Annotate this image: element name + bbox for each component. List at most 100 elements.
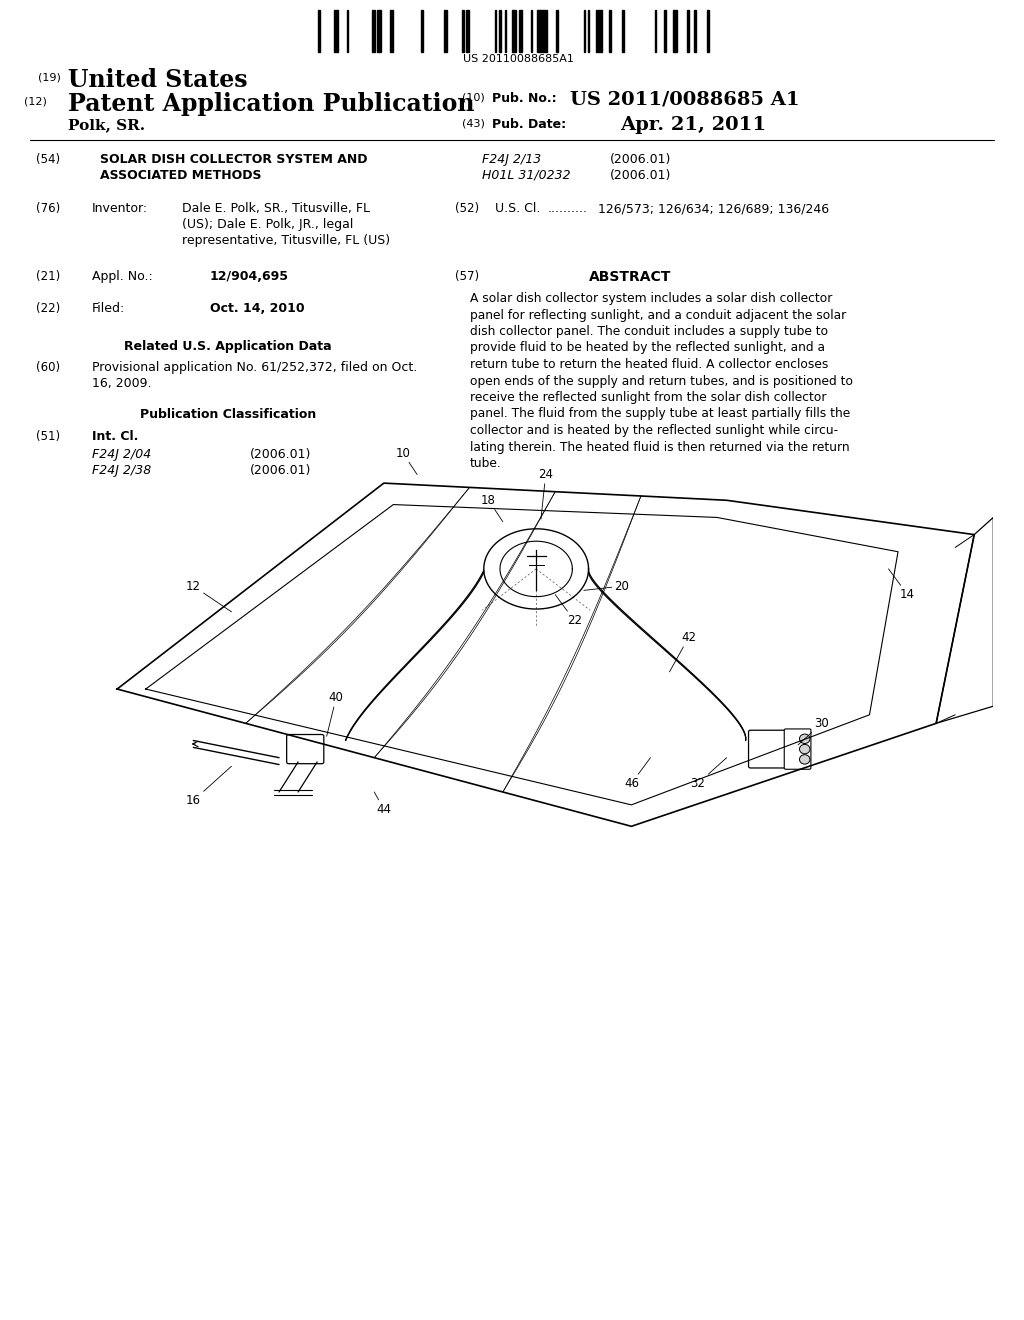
Text: Publication Classification: Publication Classification: [140, 408, 316, 421]
Text: H01L 31/0232: H01L 31/0232: [482, 169, 570, 182]
Text: 24: 24: [539, 469, 553, 519]
Bar: [462, 11, 464, 51]
Text: (US); Dale E. Polk, JR., legal: (US); Dale E. Polk, JR., legal: [182, 218, 353, 231]
Bar: [654, 11, 655, 51]
Bar: [377, 11, 381, 51]
Bar: [708, 11, 709, 51]
Bar: [334, 11, 338, 51]
Text: Pub. No.:: Pub. No.:: [492, 92, 557, 106]
Text: 22: 22: [555, 594, 582, 627]
Bar: [531, 11, 532, 51]
Text: 12: 12: [185, 579, 231, 611]
Text: Oct. 14, 2010: Oct. 14, 2010: [210, 302, 304, 315]
Text: dish collector panel. The conduit includes a supply tube to: dish collector panel. The conduit includ…: [470, 325, 828, 338]
FancyBboxPatch shape: [287, 734, 324, 764]
Bar: [505, 11, 507, 51]
Text: tube.: tube.: [470, 457, 502, 470]
Text: 46: 46: [624, 758, 650, 789]
Text: US 2011/0088685 A1: US 2011/0088685 A1: [570, 90, 800, 108]
Text: 10: 10: [395, 446, 417, 474]
Text: Inventor:: Inventor:: [92, 202, 148, 215]
Text: Polk, SR.: Polk, SR.: [68, 117, 145, 132]
Circle shape: [800, 744, 810, 754]
Bar: [512, 11, 516, 51]
Text: ASSOCIATED METHODS: ASSOCIATED METHODS: [100, 169, 261, 182]
Text: 16, 2009.: 16, 2009.: [92, 378, 152, 389]
Text: 44: 44: [375, 792, 391, 816]
Bar: [623, 11, 624, 51]
Text: provide fluid to be heated by the reflected sunlight, and a: provide fluid to be heated by the reflec…: [470, 342, 825, 355]
Bar: [609, 11, 611, 51]
Bar: [584, 11, 586, 51]
Text: (2006.01): (2006.01): [250, 465, 311, 477]
Text: (52): (52): [455, 202, 479, 215]
Text: SOLAR DISH COLLECTOR SYSTEM AND: SOLAR DISH COLLECTOR SYSTEM AND: [100, 153, 368, 166]
Text: ABSTRACT: ABSTRACT: [589, 271, 671, 284]
Bar: [556, 11, 558, 51]
Text: Filed:: Filed:: [92, 302, 125, 315]
Text: (22): (22): [36, 302, 60, 315]
Text: US 20110088685A1: US 20110088685A1: [463, 54, 573, 63]
Text: (19): (19): [38, 73, 60, 82]
Bar: [519, 11, 522, 51]
Text: ..........: ..........: [548, 202, 588, 215]
Text: Apr. 21, 2011: Apr. 21, 2011: [620, 116, 766, 135]
Text: 42: 42: [670, 631, 696, 672]
Text: A solar dish collector system includes a solar dish collector: A solar dish collector system includes a…: [470, 292, 833, 305]
Bar: [466, 11, 469, 51]
Text: 18: 18: [481, 494, 503, 521]
Text: F24J 2/13: F24J 2/13: [482, 153, 542, 166]
Text: lating therein. The heated fluid is then returned via the return: lating therein. The heated fluid is then…: [470, 441, 850, 454]
Text: collector and is heated by the reflected sunlight while circu-: collector and is heated by the reflected…: [470, 424, 838, 437]
Bar: [673, 11, 677, 51]
Text: (21): (21): [36, 271, 60, 282]
Text: (57): (57): [455, 271, 479, 282]
Text: (10): (10): [462, 92, 484, 102]
Text: Appl. No.:: Appl. No.:: [92, 271, 153, 282]
Bar: [687, 11, 689, 51]
Bar: [538, 11, 547, 51]
Bar: [390, 11, 393, 51]
Circle shape: [800, 755, 810, 764]
Text: (76): (76): [36, 202, 60, 215]
Text: 16: 16: [185, 766, 231, 807]
Text: (2006.01): (2006.01): [610, 169, 672, 182]
Text: Patent Application Publication: Patent Application Publication: [68, 92, 474, 116]
Text: receive the reflected sunlight from the solar dish collector: receive the reflected sunlight from the …: [470, 391, 826, 404]
Text: Dale E. Polk, SR., Titusville, FL: Dale E. Polk, SR., Titusville, FL: [182, 202, 370, 215]
FancyBboxPatch shape: [749, 730, 791, 768]
FancyBboxPatch shape: [784, 729, 811, 770]
Text: Provisional application No. 61/252,372, filed on Oct.: Provisional application No. 61/252,372, …: [92, 360, 417, 374]
Bar: [665, 11, 666, 51]
Bar: [495, 11, 496, 51]
Bar: [422, 11, 423, 51]
Text: 32: 32: [690, 758, 727, 789]
Bar: [318, 11, 321, 51]
Text: open ends of the supply and return tubes, and is positioned to: open ends of the supply and return tubes…: [470, 375, 853, 388]
Text: 40: 40: [327, 692, 344, 737]
Text: 126/573; 126/634; 126/689; 136/246: 126/573; 126/634; 126/689; 136/246: [598, 202, 829, 215]
Bar: [588, 11, 590, 51]
Bar: [499, 11, 501, 51]
Text: (43): (43): [462, 117, 485, 128]
Text: (12): (12): [24, 96, 47, 106]
Text: (54): (54): [36, 153, 60, 166]
Text: Pub. Date:: Pub. Date:: [492, 117, 566, 131]
Text: representative, Titusville, FL (US): representative, Titusville, FL (US): [182, 234, 390, 247]
Text: (51): (51): [36, 430, 60, 444]
Text: (2006.01): (2006.01): [250, 447, 311, 461]
Text: F24J 2/38: F24J 2/38: [92, 465, 152, 477]
Text: 30: 30: [798, 717, 829, 744]
Circle shape: [800, 734, 810, 743]
Text: 12/904,695: 12/904,695: [210, 271, 289, 282]
Text: panel. The fluid from the supply tube at least partially fills the: panel. The fluid from the supply tube at…: [470, 408, 850, 421]
Text: return tube to return the heated fluid. A collector encloses: return tube to return the heated fluid. …: [470, 358, 828, 371]
Text: panel for reflecting sunlight, and a conduit adjacent the solar: panel for reflecting sunlight, and a con…: [470, 309, 846, 322]
Bar: [372, 11, 376, 51]
Text: (2006.01): (2006.01): [610, 153, 672, 166]
Text: (60): (60): [36, 360, 60, 374]
Text: Related U.S. Application Data: Related U.S. Application Data: [124, 341, 332, 352]
Text: Int. Cl.: Int. Cl.: [92, 430, 138, 444]
Bar: [596, 11, 601, 51]
Bar: [443, 11, 446, 51]
